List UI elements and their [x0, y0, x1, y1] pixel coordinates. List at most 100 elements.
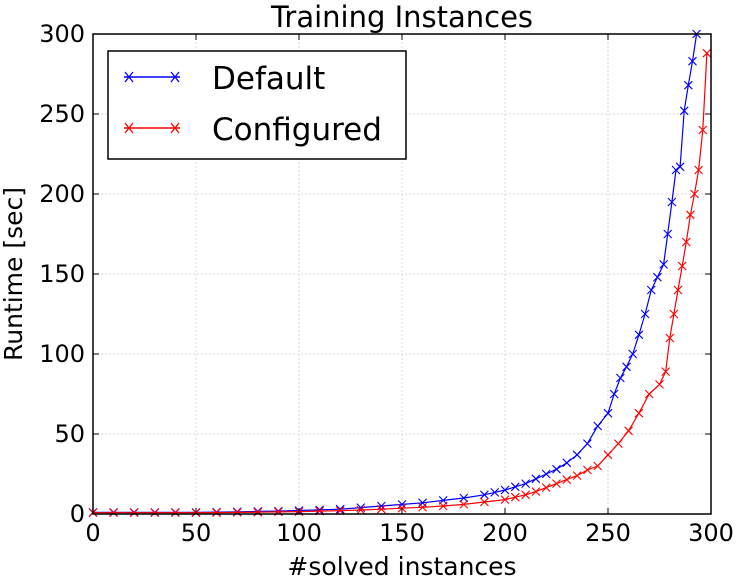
data-point-configured	[150, 508, 160, 518]
legend-box	[107, 50, 407, 160]
data-point-configured	[634, 408, 644, 418]
legend-label-configured: Configured	[212, 112, 382, 148]
data-point-configured	[702, 48, 712, 58]
legend-marker-configured	[124, 122, 180, 134]
y-tick-label: 0	[70, 500, 85, 528]
y-tick-label: 150	[39, 260, 85, 288]
data-point-default	[521, 479, 530, 488]
data-point-configured	[510, 492, 520, 502]
x-tick-label: 200	[482, 519, 528, 547]
legend-marker-default	[124, 71, 180, 83]
data-point-default	[622, 362, 631, 372]
data-point-default	[679, 106, 689, 116]
data-point-default	[562, 458, 572, 468]
data-point-configured	[686, 210, 695, 220]
chart-title: Training Instances	[270, 0, 533, 34]
x-tick-label: 250	[585, 519, 631, 547]
data-point-default	[500, 485, 510, 495]
data-point-default	[510, 482, 520, 492]
data-point-default	[659, 260, 669, 269]
data-point-configured	[377, 504, 386, 514]
x-tick-label: 300	[688, 519, 734, 547]
data-point-default	[640, 309, 650, 319]
data-point-configured	[603, 450, 613, 460]
data-point-configured	[438, 501, 448, 511]
data-point-default	[628, 349, 638, 359]
data-point-default	[315, 505, 324, 515]
data-point-configured	[418, 502, 427, 512]
y-tick-label: 250	[39, 100, 85, 128]
data-point-configured	[644, 389, 654, 399]
data-point-default	[335, 504, 345, 514]
data-point-configured	[613, 439, 623, 448]
data-point-default	[683, 80, 693, 90]
y-tick-label: 300	[39, 20, 85, 48]
data-point-configured	[480, 497, 489, 507]
data-point-default	[634, 330, 644, 340]
data-point-default	[609, 389, 619, 399]
data-point-default	[531, 474, 541, 484]
data-point-default	[572, 450, 582, 460]
data-point-default	[671, 165, 681, 175]
x-tick-label: 0	[85, 519, 100, 547]
x-tick-label: 150	[379, 519, 425, 547]
data-point-default	[552, 464, 561, 474]
data-point-configured	[655, 380, 664, 389]
data-point-configured	[129, 508, 139, 518]
legend-label-default: Default	[212, 61, 325, 97]
data-point-configured	[583, 465, 592, 475]
data-point-default	[688, 56, 697, 66]
data-point-configured	[690, 189, 699, 199]
data-point-configured	[681, 237, 691, 247]
tick-layer: 0 50 100 150 200 250 300 0 50 100 150 200 250 300	[39, 20, 734, 547]
data-point-default	[541, 469, 551, 479]
data-point-default	[675, 162, 685, 172]
series-configured	[88, 48, 712, 518]
data-point-configured	[572, 471, 582, 480]
data-point-configured	[661, 367, 671, 376]
data-point-default	[583, 439, 592, 448]
data-point-default	[490, 488, 500, 497]
legend: Default Configured	[107, 50, 407, 160]
y-axis-label: Runtime [sec]	[0, 187, 28, 361]
data-point-configured	[356, 505, 366, 515]
x-axis-label: #solved instances	[287, 552, 516, 581]
data-point-default	[459, 493, 469, 503]
data-point-default	[667, 197, 677, 207]
y-tick-label: 100	[39, 340, 85, 368]
data-point-configured	[459, 500, 469, 509]
y-tick-label: 200	[39, 180, 85, 208]
data-point-default	[615, 373, 625, 383]
data-point-configured	[669, 309, 679, 319]
data-point-configured	[212, 508, 221, 517]
data-point-configured	[521, 490, 530, 500]
data-point-default	[418, 498, 427, 508]
series-layer	[88, 29, 712, 518]
data-point-default	[593, 421, 603, 431]
data-point-default	[480, 490, 489, 500]
data-point-default	[663, 229, 673, 239]
data-point-configured	[109, 508, 118, 518]
data-point-configured	[677, 261, 687, 271]
data-point-configured	[593, 461, 603, 471]
data-point-default	[397, 500, 407, 509]
data-point-configured	[562, 475, 572, 484]
x-tick-label: 50	[181, 519, 212, 547]
data-point-default	[603, 408, 613, 418]
data-point-default	[653, 272, 662, 282]
data-point-configured	[624, 426, 633, 436]
data-point-configured	[665, 333, 675, 343]
data-point-configured	[500, 495, 510, 504]
data-point-configured	[232, 508, 242, 517]
data-point-configured	[694, 165, 704, 175]
data-point-configured	[541, 483, 551, 492]
data-point-configured	[552, 479, 561, 488]
y-tick-label: 50	[54, 420, 85, 448]
x-tick-label: 100	[276, 519, 322, 547]
data-point-configured	[171, 508, 180, 518]
data-point-configured	[698, 125, 708, 135]
data-point-default	[646, 285, 656, 295]
data-point-configured	[253, 507, 263, 517]
data-point-configured	[673, 285, 683, 295]
